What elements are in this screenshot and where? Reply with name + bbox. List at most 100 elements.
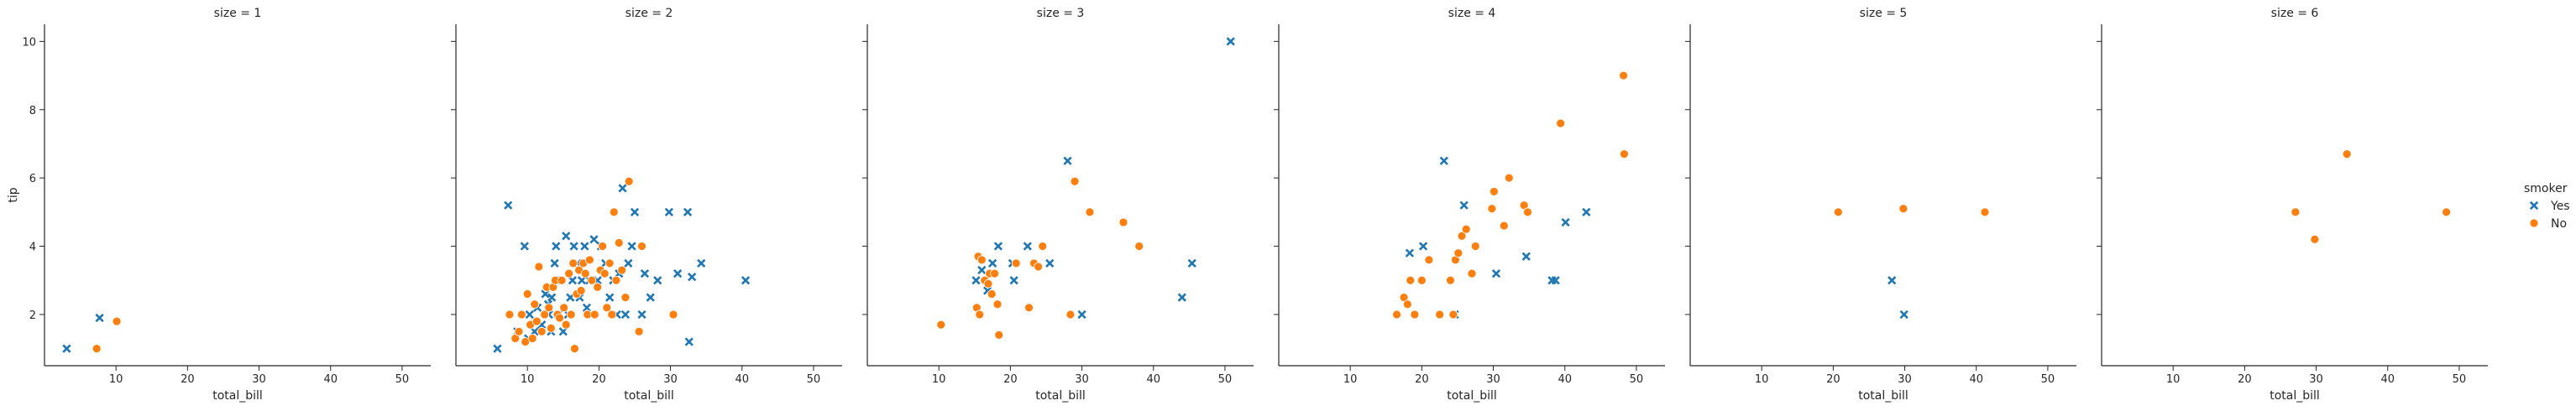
data-point-yes <box>1187 258 1196 268</box>
series-no <box>505 176 678 354</box>
data-point-no <box>994 330 1004 340</box>
x-tick-label: 50 <box>2453 373 2467 386</box>
y-axis-label: tip <box>7 187 20 202</box>
data-point-no <box>609 207 619 217</box>
data-point-no <box>1406 275 1416 285</box>
data-point-yes <box>624 258 633 268</box>
data-point-yes <box>646 293 655 302</box>
data-point-yes <box>493 344 502 353</box>
data-point-yes <box>627 242 636 251</box>
data-point-no <box>1619 70 1628 81</box>
legend-label: Yes <box>2550 200 2570 213</box>
data-point-yes <box>541 289 550 299</box>
x-tick-label: 50 <box>395 373 410 386</box>
x-tick-label: 30 <box>252 373 266 386</box>
data-point-yes <box>1887 276 1897 285</box>
data-point-no <box>531 316 542 326</box>
x-axis-label: total_bill <box>624 389 674 403</box>
data-point-no <box>555 313 564 323</box>
data-point-no <box>1487 204 1497 214</box>
data-point-no <box>1523 207 1532 217</box>
data-point-yes <box>1551 276 1560 285</box>
data-point-no <box>1011 258 1021 268</box>
legend-marker-no <box>2529 218 2539 228</box>
data-point-yes <box>569 242 579 251</box>
series-no <box>92 316 122 354</box>
x-tick-label: 30 <box>2309 373 2323 386</box>
data-point-yes <box>977 265 987 275</box>
x-tick-label: 30 <box>663 373 678 386</box>
data-point-no <box>534 262 544 272</box>
x-axis-label: total_bill <box>1447 389 1497 403</box>
data-point-yes <box>1459 200 1469 210</box>
facet-panel-6: size = 6 10 20 30 40 50 total_bill <box>2097 7 2488 403</box>
data-point-no <box>514 326 524 336</box>
legend: smoker Yes No <box>2524 182 2570 231</box>
data-point-no <box>598 242 608 251</box>
data-point-yes <box>1521 252 1531 261</box>
data-point-yes <box>605 293 615 302</box>
data-point-yes <box>62 344 71 353</box>
data-point-yes <box>1439 156 1448 165</box>
data-point-yes <box>630 207 640 216</box>
data-point-yes <box>971 276 981 285</box>
series-no <box>936 176 1144 340</box>
data-point-no <box>1448 310 1458 320</box>
data-point-no <box>587 275 597 285</box>
data-point-no <box>2291 207 2301 217</box>
data-point-no <box>568 258 579 268</box>
data-point-no <box>1065 310 1076 320</box>
data-point-no <box>1034 262 1043 272</box>
legend-entry-no: No <box>2529 217 2567 231</box>
panel-title: size = 6 <box>2271 7 2319 20</box>
data-point-no <box>1453 248 1463 258</box>
x-axis-label: total_bill <box>1858 389 1908 403</box>
data-point-no <box>976 255 987 265</box>
data-point-yes <box>1582 207 1591 216</box>
data-point-no <box>2310 235 2320 244</box>
data-point-yes <box>1405 248 1415 258</box>
data-point-no <box>617 265 627 275</box>
data-point-no <box>624 176 634 186</box>
data-point-yes <box>993 242 1003 251</box>
series-yes <box>1887 276 1908 320</box>
data-point-no <box>983 278 993 289</box>
x-tick-label: 10 <box>932 373 946 386</box>
data-point-no <box>990 268 1000 278</box>
data-point-no <box>589 310 599 320</box>
data-point-no <box>1118 217 1128 227</box>
data-point-yes <box>1045 258 1055 268</box>
data-point-no <box>516 310 526 320</box>
data-point-no <box>1446 275 1455 285</box>
data-point-yes <box>620 310 631 320</box>
legend-title: smoker <box>2524 182 2568 195</box>
data-point-no <box>1457 231 1467 241</box>
data-point-yes <box>577 276 587 285</box>
data-point-no <box>1833 207 1843 217</box>
data-point-yes <box>525 310 534 320</box>
data-point-no <box>614 238 624 247</box>
x-tick-label: 20 <box>1003 373 1018 386</box>
data-point-yes <box>504 200 513 210</box>
series-yes <box>971 37 1235 320</box>
legend-label: No <box>2551 217 2567 231</box>
data-point-no <box>530 299 540 310</box>
facet-panel-4: size = 4 10 20 30 40 50 total_bill <box>1274 7 1665 403</box>
panel-title: size = 5 <box>1860 7 1908 20</box>
data-point-no <box>1416 275 1427 285</box>
data-point-no <box>936 320 946 330</box>
x-tick-label: 40 <box>1558 373 1572 386</box>
data-point-no <box>505 310 515 320</box>
panel-title: size = 3 <box>1037 7 1085 20</box>
data-point-no <box>1620 149 1629 159</box>
data-point-yes <box>1491 268 1501 278</box>
x-axis-label: total_bill <box>2270 389 2320 403</box>
x-tick-label: 20 <box>181 373 195 386</box>
data-point-yes <box>664 207 673 216</box>
x-tick-label: 50 <box>1218 373 1233 386</box>
data-point-no <box>611 275 621 285</box>
data-point-no <box>992 299 1003 310</box>
facet-panel-2: size = 2 10 20 30 40 50 total_bill <box>451 7 842 403</box>
data-point-no <box>602 303 612 313</box>
data-point-no <box>527 334 537 343</box>
